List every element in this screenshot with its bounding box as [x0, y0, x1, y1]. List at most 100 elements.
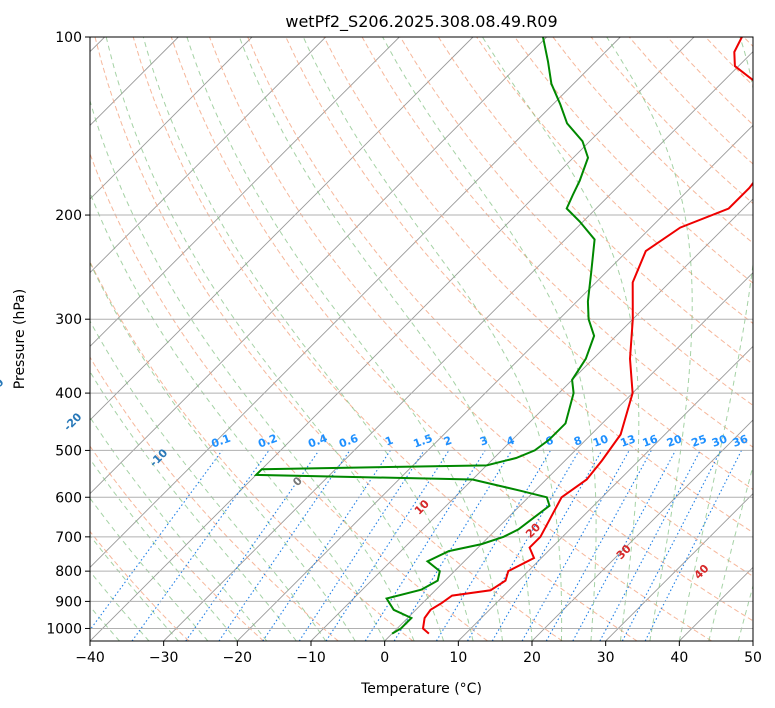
moist-adiabat-line [142, 37, 474, 641]
x-tick-label: −10 [296, 650, 326, 666]
mixing-ratio-label: 1.5 [412, 432, 435, 451]
moist-adiabat-line [737, 584, 753, 641]
mixing-ratio-line [521, 450, 630, 641]
moist-adiabat-line [606, 37, 693, 641]
moist-adiabat-line [90, 534, 179, 641]
mixing-ratio-line [262, 450, 391, 641]
y-tick-label: 700 [55, 530, 82, 546]
mixing-ratio-label: 10 [591, 432, 610, 450]
y-tick-label: 100 [55, 30, 82, 46]
isotherm-line [458, 345, 753, 641]
moist-adiabat-line [481, 37, 640, 641]
isotherm-line [90, 37, 326, 274]
mixing-ratio-label: 16 [641, 432, 660, 450]
mixing-ratio-line [435, 450, 552, 641]
moist-adiabat-line [302, 37, 563, 641]
y-tick-label: 900 [55, 594, 82, 610]
isotherm-line [90, 37, 474, 421]
mixing-ratio-line [364, 450, 486, 641]
moist-adiabat-label: 40 [692, 562, 712, 582]
mixing-ratio-label: 6 [544, 434, 556, 449]
moist-adiabat-line [90, 416, 268, 641]
mixing-ratio-line [325, 450, 450, 641]
mixing-ratio-line [572, 450, 677, 641]
moist-adiabat-line [90, 497, 209, 641]
mixing-ratio-line [185, 450, 320, 641]
dry-adiabat-label: -10 [147, 446, 170, 469]
dry-adiabat-line [90, 152, 488, 641]
mixing-ratio-label: 30 [710, 432, 729, 450]
dry-adiabat-line [323, 37, 753, 491]
mixing-ratio-label: 0.1 [210, 432, 233, 451]
series-line-temperature [421, 37, 753, 635]
mixing-ratio-label: 0.6 [337, 432, 360, 451]
isotherm-line [90, 37, 400, 347]
y-tick-label: 300 [55, 312, 82, 328]
dry-adiabat-line [209, 37, 753, 622]
chart-title: wetPf2_S206.2025.308.08.49.R09 [285, 12, 557, 32]
mixing-ratio-line [393, 450, 513, 641]
mixing-ratio-label: 2 [442, 434, 454, 449]
dry-adiabat-line [94, 37, 563, 641]
isotherm-line [237, 124, 753, 641]
dry-adiabat-line [667, 37, 753, 126]
mixing-ratio-line [131, 450, 270, 641]
moist-adiabat-line [382, 37, 597, 641]
mixing-ratio-label: 13 [619, 432, 638, 449]
mixing-ratio-label: 1 [383, 434, 395, 449]
dry-adiabat-label: -30 [0, 376, 7, 399]
x-tick-label: −20 [223, 650, 253, 666]
dry-adiabat-line [514, 37, 753, 284]
dry-adiabat-line [743, 37, 753, 48]
moist-adiabat-line [90, 99, 415, 641]
mixing-ratio-label: 25 [690, 432, 709, 449]
mixing-ratio-line [467, 450, 580, 641]
dry-adiabat-line [705, 37, 753, 87]
dry-adiabat-line [437, 37, 753, 365]
line-labels: -100-90-80-70-60-50-40-30-20-100.10.20.4… [0, 376, 750, 582]
mixing-ratio-label: 36 [731, 432, 750, 450]
mixing-ratio-line [491, 450, 603, 641]
dry-adiabat-line [132, 37, 638, 641]
x-tick-label: 30 [597, 650, 615, 666]
isotherm-line [90, 37, 253, 200]
mixing-ratio-label: 8 [572, 434, 584, 449]
background-lines [90, 37, 753, 641]
isotherm-line [90, 37, 695, 641]
moist-adiabat-line [105, 37, 445, 641]
y-tick-label: 1000 [46, 621, 82, 637]
isotherm-line [90, 37, 547, 495]
mixing-ratio-line [644, 450, 742, 641]
moist-adiabat-label: 10 [412, 497, 432, 517]
isotherm-line [752, 640, 753, 641]
mixing-ratio-line [218, 450, 351, 641]
moist-adiabat-line [90, 261, 356, 641]
y-tick-label: 600 [55, 490, 82, 506]
dry-adiabat-label: -20 [61, 410, 84, 433]
x-tick-label: 20 [523, 650, 541, 666]
dry-adiabat-line [90, 530, 190, 641]
isobar-gridlines [90, 36, 753, 629]
x-tick-label: 10 [449, 650, 467, 666]
mixing-ratio-label: 20 [665, 432, 684, 450]
plot-frame [89, 36, 754, 642]
x-tick-label: −40 [75, 650, 105, 666]
mixing-ratio-label: 3 [478, 434, 490, 449]
mixing-ratio-label: 4 [505, 434, 517, 449]
y-axis: 100 200 300 400 500 600 700 800 900 1000 [46, 30, 90, 637]
y-tick-label: 800 [55, 564, 82, 580]
moist-adiabat-line [90, 191, 386, 641]
dry-adiabat-line [399, 37, 753, 407]
isotherm-line [90, 37, 621, 568]
moist-adiabat-line [678, 37, 753, 641]
moist-adiabat-line [90, 370, 297, 641]
y-tick-label: 200 [55, 208, 82, 224]
mixing-ratio-line [90, 450, 223, 631]
x-axis: −40 −30 −20 −10 0 10 20 30 40 50 [75, 641, 762, 666]
x-tick-label: −30 [149, 650, 179, 666]
x-tick-label: 0 [380, 650, 389, 666]
y-tick-label: 400 [55, 386, 82, 402]
dry-adiabat-line [170, 37, 712, 641]
y-axis-label: Pressure (hPa) [12, 289, 28, 389]
